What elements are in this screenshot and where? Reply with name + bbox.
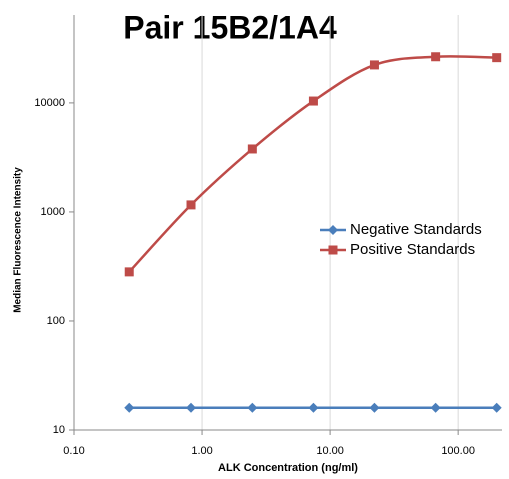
series-line (128, 55, 497, 273)
marker (308, 402, 319, 413)
marker (491, 402, 502, 413)
marker (430, 402, 441, 413)
x-tick-label: 0.10 (63, 445, 84, 457)
marker (492, 53, 502, 63)
marker (431, 52, 441, 62)
y-tick-label: 100 (47, 315, 65, 327)
x-tick-label: 1.00 (191, 445, 212, 457)
marker (124, 402, 135, 413)
marker (369, 402, 380, 413)
y-tick-label: 10 (53, 424, 65, 436)
marker (186, 200, 196, 210)
marker (124, 267, 134, 277)
y-axis-label: Median Fluorescence Intensity (13, 167, 24, 313)
marker (328, 225, 338, 235)
x-tick-label: 10.00 (316, 445, 344, 457)
marker (369, 60, 379, 70)
marker (247, 402, 258, 413)
marker (328, 245, 338, 255)
y-tick-label: 1000 (41, 206, 65, 218)
y-tick-label: 10000 (34, 97, 65, 109)
x-tick-label: 100.00 (441, 445, 475, 457)
legend-label: Positive Standards (350, 241, 475, 258)
marker (247, 144, 257, 154)
marker (308, 96, 318, 106)
legend-label: Negative Standards (350, 221, 482, 238)
x-axis-label: ALK Concentration (ng/ml) (218, 462, 358, 474)
marker (186, 402, 197, 413)
chart-title: Pair 15B2/1A4 (123, 9, 337, 45)
